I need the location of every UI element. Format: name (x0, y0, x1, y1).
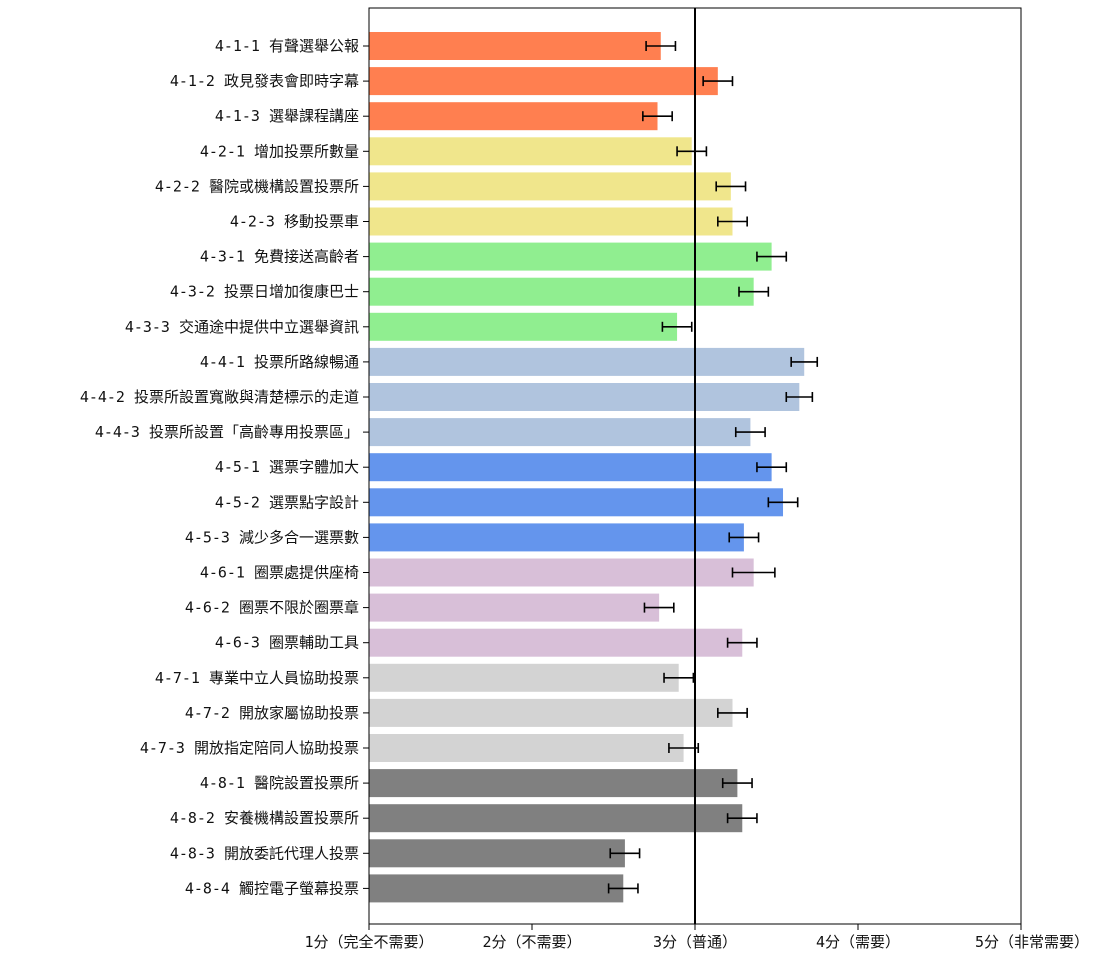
bar (369, 734, 684, 762)
category-label: 4-4-1 投票所路線暢通 (200, 353, 359, 371)
bar (369, 207, 733, 236)
plot-frame (368, 7, 1022, 925)
error-bar (717, 707, 748, 718)
category-label: 4-6-1 圈票處提供座椅 (200, 564, 359, 582)
error-bar (767, 497, 799, 508)
error-bar (734, 427, 766, 438)
category-label: 4-4-3 投票所設置「高齡專用投票區」 (95, 423, 359, 441)
category-label: 4-7-3 開放指定陪同人協助投票 (140, 739, 359, 757)
error-bar (726, 637, 758, 648)
x-tick-label: 3分（普通） (653, 933, 737, 951)
category-label: 4-8-2 安養機構設置投票所 (170, 809, 359, 827)
error-bars-layer (607, 41, 819, 894)
error-bar (785, 392, 814, 402)
category-label: 4-2-3 移動投票車 (230, 213, 359, 231)
category-label: 4-5-3 減少多合一選票數 (185, 528, 359, 546)
error-bar (717, 216, 748, 227)
error-bar (726, 813, 758, 824)
error-bar (702, 76, 734, 87)
bar (369, 67, 718, 96)
error-bar (643, 602, 675, 613)
bar (369, 523, 744, 552)
x-tick-label: 1分（完全不需要） (304, 933, 433, 951)
category-label: 4-3-2 投票日增加復康巴士 (170, 283, 359, 301)
x-tick-label: 2分（不需要） (482, 933, 581, 951)
category-label: 4-6-2 圈票不限於圈票章 (185, 599, 359, 617)
bar (369, 32, 661, 60)
error-bar (668, 743, 700, 753)
category-label: 4-2-2 醫院或機構設置投票所 (155, 177, 359, 195)
category-label: 4-3-3 交通途中提供中立選舉資訊 (125, 318, 359, 336)
category-label: 4-8-1 醫院設置投票所 (200, 774, 359, 792)
error-bar (642, 111, 673, 122)
error-bar (756, 462, 788, 473)
bar (369, 172, 731, 201)
error-bar (609, 848, 641, 859)
bar (369, 242, 772, 271)
error-bar (790, 356, 819, 367)
bar (369, 418, 751, 447)
category-label: 4-5-2 選票點字設計 (215, 493, 359, 511)
bar (369, 102, 658, 131)
category-label: 4-8-3 開放委託代理人投票 (170, 844, 359, 862)
bars-layer (369, 32, 805, 903)
bar (369, 628, 743, 657)
bar (369, 312, 678, 341)
category-label: 4-8-4 觸控電子螢幕投票 (185, 879, 359, 897)
error-bar (715, 181, 747, 192)
bar (369, 277, 754, 306)
bar (369, 874, 624, 903)
error-bar (607, 883, 639, 894)
error-bar (756, 251, 788, 262)
bar (369, 839, 625, 868)
error-bar (731, 567, 776, 578)
bar (369, 804, 743, 833)
error-bar (676, 146, 708, 157)
category-label: 4-5-1 選票字體加大 (215, 458, 359, 476)
bar (369, 453, 772, 482)
error-bar (738, 286, 770, 297)
bar (369, 663, 679, 692)
category-labels-layer: 4-1-1 有聲選舉公報 4-1-2 政見發表會即時字幕 4-1-3 選舉課程講座 4… (80, 37, 369, 897)
bar (369, 698, 733, 727)
category-label: 4-1-2 政見發表會即時字幕 (170, 72, 359, 90)
bar (369, 488, 784, 517)
error-bar (661, 321, 693, 332)
category-label: 4-2-1 增加投票所數量 (200, 142, 359, 160)
x-axis-layer: 1分（完全不需要） 2分（不需要） 3分（普通） 4分（需要） 5分（非常需要） (304, 924, 1089, 951)
category-label: 4-1-1 有聲選舉公報 (215, 37, 359, 55)
bar (369, 769, 738, 798)
category-label: 4-7-1 專業中立人員協助投票 (155, 669, 359, 687)
bar (369, 593, 660, 622)
bar (369, 383, 800, 411)
x-tick-label: 4分（需要） (816, 933, 900, 951)
category-label: 4-3-1 免費接送高齡者 (200, 248, 359, 266)
error-bar (663, 672, 695, 683)
category-label: 4-7-2 開放家屬協助投票 (185, 704, 359, 722)
bar (369, 558, 754, 587)
error-bar (645, 41, 677, 51)
bar (369, 137, 692, 166)
bar (369, 347, 805, 376)
error-bar (721, 778, 753, 789)
category-label: 4-6-3 圈票輔助工具 (215, 634, 359, 652)
category-label: 4-4-2 投票所設置寬敞與清楚標示的走道 (80, 388, 359, 406)
category-label: 4-1-3 選舉課程講座 (215, 107, 359, 125)
x-tick-label: 5分（非常需要） (975, 933, 1089, 951)
error-bar (728, 532, 760, 543)
